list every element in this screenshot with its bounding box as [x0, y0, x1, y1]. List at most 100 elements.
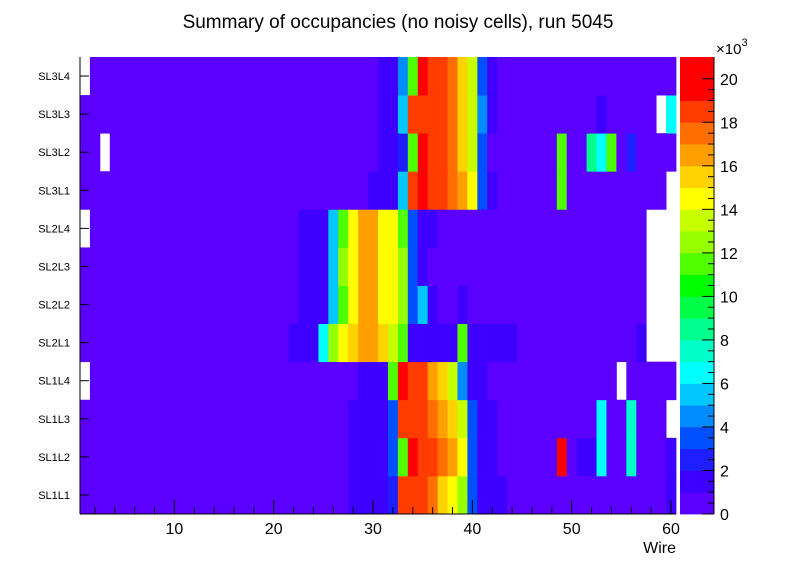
heatmap-cell-sl3l3-wire-38: [447, 95, 458, 134]
heatmap-cell-sl2l2-wire-34: [407, 285, 419, 324]
color-scale-label-2: 2: [720, 463, 729, 480]
heatmap-cell-sl3l3-wire-39: [457, 95, 468, 134]
color-scale-swatch-5: [680, 383, 714, 406]
heatmap-cell-sl1l2-wire-50: [566, 437, 578, 477]
heatmap-cell-sl1l3-wire-1: [80, 399, 349, 439]
heatmap-cell-sl2l1-wire-22: [288, 323, 319, 363]
heatmap-cell-sl1l3-wire-40: [467, 399, 478, 439]
heatmap-cell-sl2l2-wire-1: [80, 285, 299, 324]
heatmap-cell-sl1l2-wire-49: [556, 437, 568, 477]
heatmap-cell-sl3l2-wire-53: [596, 133, 607, 172]
heatmap-cell-sl3l3-wire-31: [378, 95, 399, 134]
color-scale-swatch-19: [680, 78, 714, 101]
heatmap-cell-sl1l4-wire-39: [457, 361, 468, 401]
heatmap-cell-sl2l2-wire-29: [358, 285, 379, 324]
heatmap-cell-sl3l1-wire-1: [80, 171, 369, 210]
heatmap-cell-sl1l4-wire-38: [447, 361, 458, 401]
heatmap-cell-sl3l2-wire-56: [626, 133, 637, 172]
heatmap-cell-sl2l4-wire-2: [89, 209, 299, 248]
color-scale-swatch-13: [680, 209, 714, 232]
heatmap-cell-sl1l2-wire-51: [576, 437, 597, 477]
heatmap-cell-sl1l3-wire-41: [477, 399, 498, 439]
heatmap-cell-sl3l1-wire-50: [566, 171, 667, 210]
heatmap-cell-sl3l3-wire-33: [397, 95, 409, 134]
color-scale-label-18: 18: [720, 115, 738, 132]
heatmap-cell-sl3l3-wire-40: [467, 95, 478, 134]
x-tick-label-60: 60: [662, 521, 680, 538]
heatmap-cell-sl1l2-wire-54: [606, 437, 627, 477]
heatmap-cell-sl3l2-wire-33: [397, 133, 409, 172]
heatmap-cell-sl1l4-wire-34: [407, 361, 429, 401]
y-tick-label-sl3l3: SL3L3: [38, 109, 70, 121]
heatmap-cell-sl2l3-wire-28: [348, 247, 359, 286]
heatmap-cell-sl3l3-wire-53: [596, 95, 607, 134]
heatmap-cell-sl3l4-wire-33: [397, 57, 409, 96]
heatmap-cell-sl1l3-wire-33: [397, 399, 429, 439]
heatmap-cell-sl2l1-wire-28: [348, 323, 359, 363]
heatmap-cell-sl1l1-wire-32: [387, 475, 399, 515]
color-scale-swatch-6: [680, 361, 714, 384]
heatmap-cell-sl1l1-wire-39: [457, 475, 468, 515]
heatmap-cell-sl3l3-wire-54: [606, 95, 657, 134]
heatmap-cell-sl2l2-wire-33: [397, 285, 409, 324]
color-scale-swatch-18: [680, 100, 714, 123]
heatmap-cell-sl2l1-wire-34: [407, 323, 458, 363]
heatmap-cell-sl2l4-wire-31: [378, 209, 399, 248]
heatmap-cell-sl3l1-wire-42: [487, 171, 498, 210]
heatmap-cell-sl3l2-wire-39: [457, 133, 468, 172]
heatmap-cell-sl2l2-wire-27: [338, 285, 349, 324]
heatmap-cell-sl2l2-wire-37: [437, 285, 458, 324]
heatmap-cell-sl1l2-wire-28: [348, 437, 389, 477]
heatmap-cell-sl3l4-wire-42: [487, 57, 498, 96]
heatmap-cell-sl2l1-wire-32: [387, 323, 399, 363]
heatmap-cell-sl2l1-wire-25: [318, 323, 329, 363]
heatmap-cell-sl3l4-wire-40: [467, 57, 478, 96]
heatmap-cell-sl3l1-wire-43: [497, 171, 558, 210]
heatmap-cell-sl2l1-wire-39: [457, 323, 468, 363]
heatmap-cell-sl3l3-wire-34: [407, 95, 448, 134]
color-scale-swatch-4: [680, 405, 714, 428]
heatmap-cell-sl1l2-wire-60: [666, 437, 677, 477]
heatmap-cell-sl2l3-wire-26: [328, 247, 339, 286]
heatmap-cell-sl2l2-wire-31: [378, 285, 399, 324]
color-scale-label-14: 14: [720, 202, 738, 219]
x-tick-label-10: 10: [165, 521, 183, 538]
heatmap-cell-sl3l3-wire-42: [487, 95, 498, 134]
color-scale-swatch-2: [680, 448, 714, 471]
heatmap-cell-sl3l2-wire-38: [447, 133, 458, 172]
heatmap-cell-sl1l1-wire-44: [507, 475, 667, 515]
heatmap-cell-sl1l3-wire-56: [626, 399, 637, 439]
plot-axes: [79, 57, 676, 515]
color-scale-label-0: 0: [720, 507, 729, 524]
color-scale-swatch-1: [680, 470, 714, 493]
heatmap-cell-sl2l2-wire-28: [348, 285, 359, 324]
heatmap-cell-sl2l1-wire-57: [636, 323, 647, 363]
heatmap-cell-sl1l2-wire-37: [437, 437, 448, 477]
heatmap-cell-sl2l1-wire-26: [328, 323, 339, 363]
color-scale-multiplier: ×103: [716, 37, 748, 58]
x-tick-label-40: 40: [463, 521, 481, 538]
heatmap-cell-sl1l4-wire-36: [427, 361, 438, 401]
heatmap-cell-sl2l4-wire-34: [407, 209, 419, 248]
y-tick-label-sl1l3: SL1L3: [38, 414, 70, 426]
heatmap-cell-sl2l1-wire-45: [517, 323, 637, 363]
heatmap-cell-sl3l2-wire-57: [636, 133, 677, 172]
heatmap-cell-sl3l3-wire-41: [477, 95, 488, 134]
heatmap-cell-sl3l3-wire-1: [80, 95, 379, 134]
heatmap-cell-sl1l2-wire-38: [447, 437, 458, 477]
heatmap-cell-sl3l1-wire-39: [457, 171, 468, 210]
heatmap-cell-sl1l1-wire-40: [467, 475, 478, 515]
heatmap-cell-sl1l3-wire-39: [457, 399, 468, 439]
heatmap-cell-sl2l1-wire-40: [467, 323, 518, 363]
heatmap-cell-sl1l4-wire-42: [487, 361, 617, 401]
heatmap-cell-sl1l3-wire-37: [437, 399, 448, 439]
heatmap-cell-sl3l2-wire-54: [606, 133, 617, 172]
heatmap-cell-sl1l1-wire-28: [348, 475, 389, 515]
color-scale-swatch-11: [680, 252, 714, 276]
heatmap-cell-sl2l1-wire-33: [397, 323, 409, 363]
y-tick-label-sl1l4: SL1L4: [38, 376, 70, 388]
heatmap-cell-sl1l1-wire-36: [427, 475, 438, 515]
heatmap-cell-sl1l1-wire-60: [666, 475, 677, 515]
heatmap-cell-sl1l4-wire-56: [626, 361, 677, 401]
heatmap-cell-sl3l1-wire-30: [368, 171, 399, 210]
